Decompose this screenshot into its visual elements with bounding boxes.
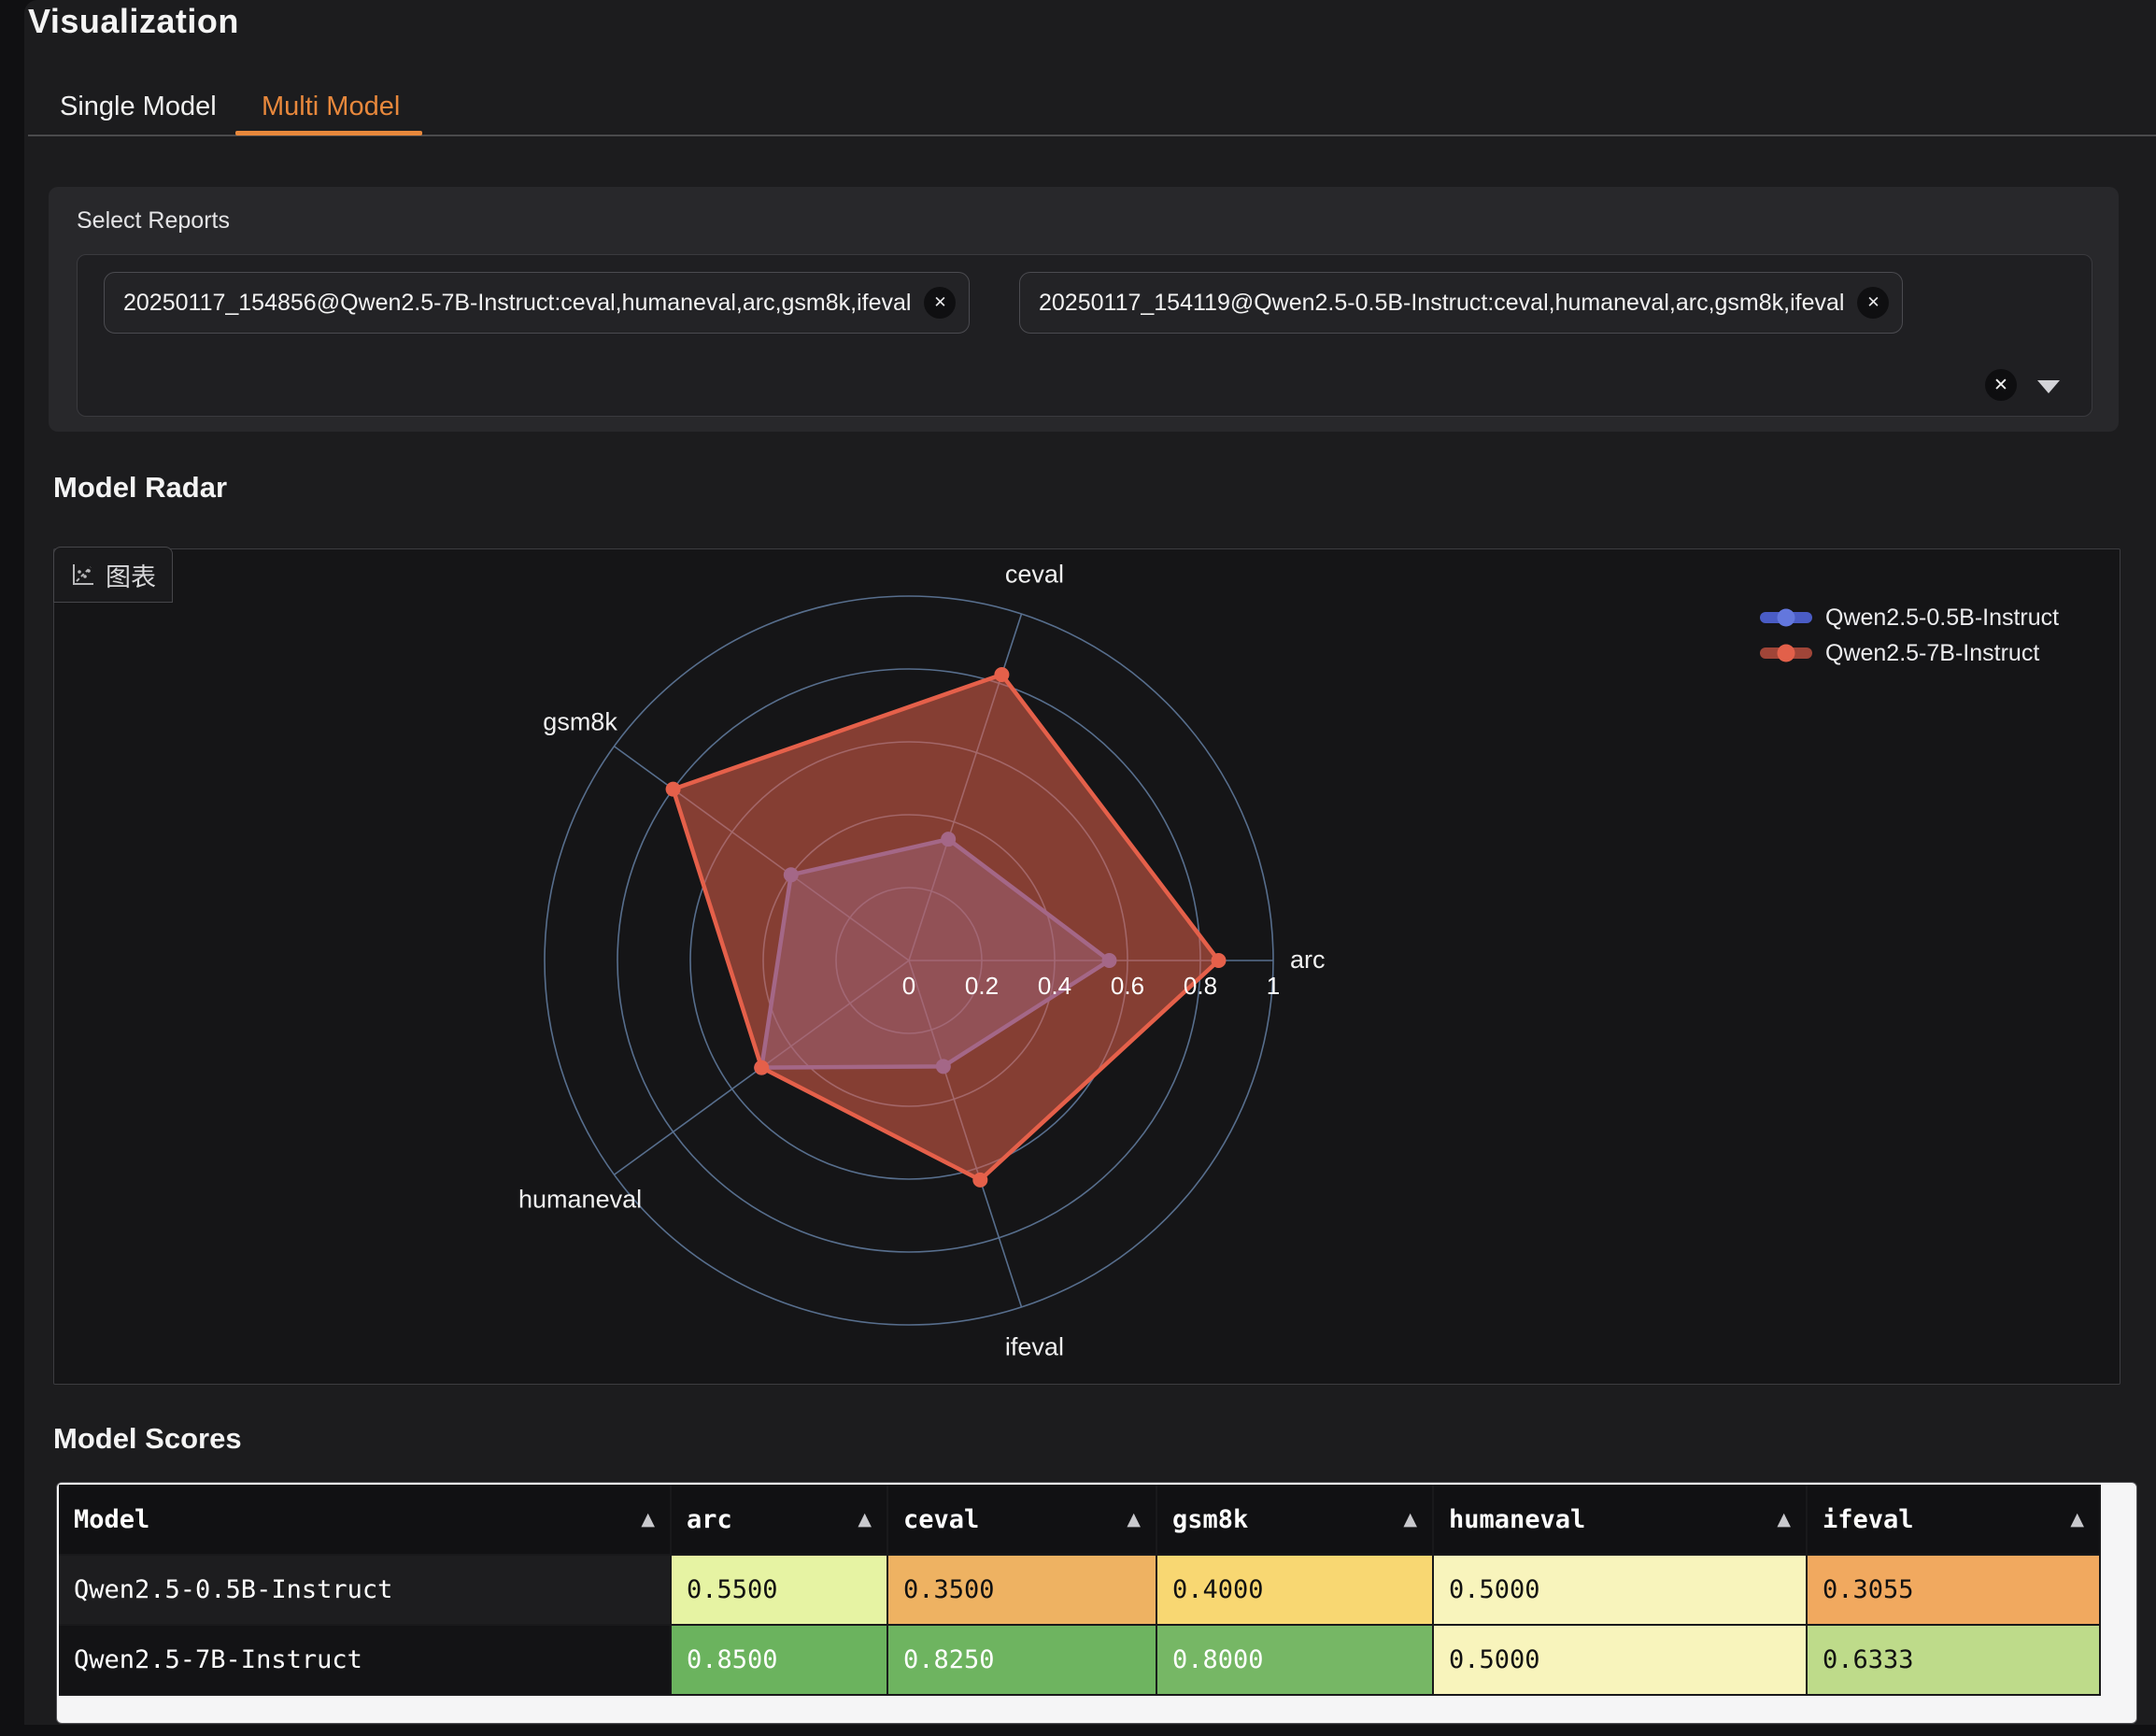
page-title: Visualization [28,2,239,40]
radar-tick-label: 0.4 [1038,972,1071,1000]
legend-line-marker [1760,608,1812,627]
clear-all-icon: ✕ [1993,375,2008,395]
score-cell[interactable]: 0.8250 [888,1626,1157,1696]
column-header-ifeval[interactable]: ifeval ▲ [1808,1485,2101,1556]
tab-multi-model[interactable]: Multi Model [262,92,401,121]
score-cell[interactable]: 0.8500 [672,1626,888,1696]
tab-single-model[interactable]: Single Model [60,92,217,121]
radar-axis-name: gsm8k [543,707,617,735]
scores-table-container: Model ▲ arc ▲ ceval ▲ gsm8k ▲ humaneval ▲ ifeval ▲ Q… [56,1482,2137,1724]
radar-data-point [665,781,681,797]
report-tag-label: 20250117_154119@Qwen2.5-0.5B-Instruct:ce… [1039,289,1845,316]
sort-arrow-icon[interactable]: ▲ [858,1509,872,1530]
column-header-ceval[interactable]: ceval ▲ [888,1485,1157,1556]
radar-chart: 0 0.2 0.4 0.6 0.8 1 arc ceval gsm8k humaneval ifev… [518,560,1326,1361]
chart-tab-label: 图表 [106,562,156,591]
remove-tag-icon[interactable]: ✕ [1857,287,1890,319]
legend-dot-marker [1777,608,1795,627]
remove-tag-icon[interactable]: ✕ [924,287,957,319]
radar-tick-label: 0.2 [965,972,999,1000]
column-header-arc[interactable]: arc ▲ [672,1485,888,1556]
scatter-chart-icon [73,564,93,585]
chart-legend: Qwen2.5-0.5B-Instruct Qwen2.5-7B-Instruct [1760,603,2059,668]
column-header-label: humaneval [1449,1504,1586,1534]
score-cell[interactable]: 0.5500 [672,1556,888,1626]
table-row: Qwen2.5-7B-Instruct 0.8500 0.8250 0.8000 0.5… [59,1626,2101,1696]
tab-bar: Single Model Multi Model [28,82,2156,136]
radar-series-area [671,672,1221,1183]
column-header-label: Model [74,1504,150,1534]
table-body: Qwen2.5-0.5B-Instruct 0.5500 0.3500 0.4000 0… [59,1556,2101,1696]
score-cell[interactable]: 0.5000 [1434,1626,1808,1696]
legend-line-marker [1760,644,1812,662]
radar-axis-name: arc [1290,946,1326,974]
report-tag: 20250117_154119@Qwen2.5-0.5B-Instruct:ce… [1019,272,1904,334]
sort-arrow-icon[interactable]: ▲ [641,1509,655,1530]
model-scores-heading: Model Scores [53,1422,242,1455]
legend-label: Qwen2.5-7B-Instruct [1825,639,2040,666]
radar-tick-label: 1 [1267,972,1280,1000]
column-header-gsm8k[interactable]: gsm8k ▲ [1157,1485,1434,1556]
column-header-Model[interactable]: Model ▲ [59,1485,672,1556]
legend-item[interactable]: Qwen2.5-0.5B-Instruct [1760,603,2059,633]
score-cell[interactable]: 0.3055 [1808,1556,2101,1626]
horizontal-scrollbar[interactable] [57,1696,2136,1723]
legend-label: Qwen2.5-0.5B-Instruct [1825,604,2060,631]
column-header-label: gsm8k [1172,1504,1249,1534]
model-name-cell[interactable]: Qwen2.5-0.5B-Instruct [59,1556,672,1626]
score-cell[interactable]: 0.4000 [1157,1556,1434,1626]
radar-tick-label: 0 [902,972,915,1000]
table-header-row: Model ▲ arc ▲ ceval ▲ gsm8k ▲ humaneval ▲ ifeval ▲ [59,1485,2101,1556]
active-tab-underline [235,131,422,135]
radar-data-point [754,1060,770,1075]
reports-multiselect[interactable]: 20250117_154856@Qwen2.5-7B-Instruct:ceva… [77,254,2092,417]
radar-axis-name: ceval [1005,560,1064,588]
sort-arrow-icon[interactable]: ▲ [1403,1509,1417,1530]
report-tag: 20250117_154856@Qwen2.5-7B-Instruct:ceva… [104,272,971,334]
column-header-label: arc [687,1504,732,1534]
sort-arrow-icon[interactable]: ▲ [2070,1509,2084,1530]
model-radar-heading: Model Radar [53,471,228,504]
chevron-down-icon[interactable] [2037,380,2060,393]
score-cell[interactable]: 0.5000 [1434,1556,1808,1626]
column-header-label: ifeval [1823,1504,1914,1534]
radar-tick-label: 0.8 [1184,972,1217,1000]
select-reports-label: Select Reports [77,207,230,234]
score-cell[interactable]: 0.6333 [1808,1626,2101,1696]
sort-arrow-icon[interactable]: ▲ [1127,1509,1141,1530]
report-tag-label: 20250117_154856@Qwen2.5-7B-Instruct:ceva… [123,289,912,316]
scores-table: Model ▲ arc ▲ ceval ▲ gsm8k ▲ humaneval ▲ ifeval ▲ Q… [59,1485,2101,1696]
radar-axis-name: humaneval [518,1186,642,1214]
legend-item[interactable]: Qwen2.5-7B-Instruct [1760,638,2059,668]
column-header-label: ceval [903,1504,980,1534]
vertical-scrollbar[interactable] [2103,1483,2136,1723]
radar-data-point [994,666,1010,682]
model-name-cell[interactable]: Qwen2.5-7B-Instruct [59,1626,672,1696]
radar-tick-label: 0.6 [1111,972,1144,1000]
clear-all-button[interactable]: ✕ [1985,369,2017,401]
radar-data-point [1211,953,1227,968]
column-header-humaneval[interactable]: humaneval ▲ [1434,1485,1808,1556]
score-cell[interactable]: 0.8000 [1157,1626,1434,1696]
select-reports-panel: Select Reports 20250117_154856@Qwen2.5-7… [49,187,2119,432]
radar-axis-name: ifeval [1005,1333,1064,1361]
sort-arrow-icon[interactable]: ▲ [1777,1509,1791,1530]
table-row: Qwen2.5-0.5B-Instruct 0.5500 0.3500 0.4000 0… [59,1556,2101,1626]
radar-data-point [972,1172,988,1188]
score-cell[interactable]: 0.3500 [888,1556,1157,1626]
legend-dot-marker [1777,644,1795,662]
chart-tab[interactable]: 图表 [53,547,173,603]
